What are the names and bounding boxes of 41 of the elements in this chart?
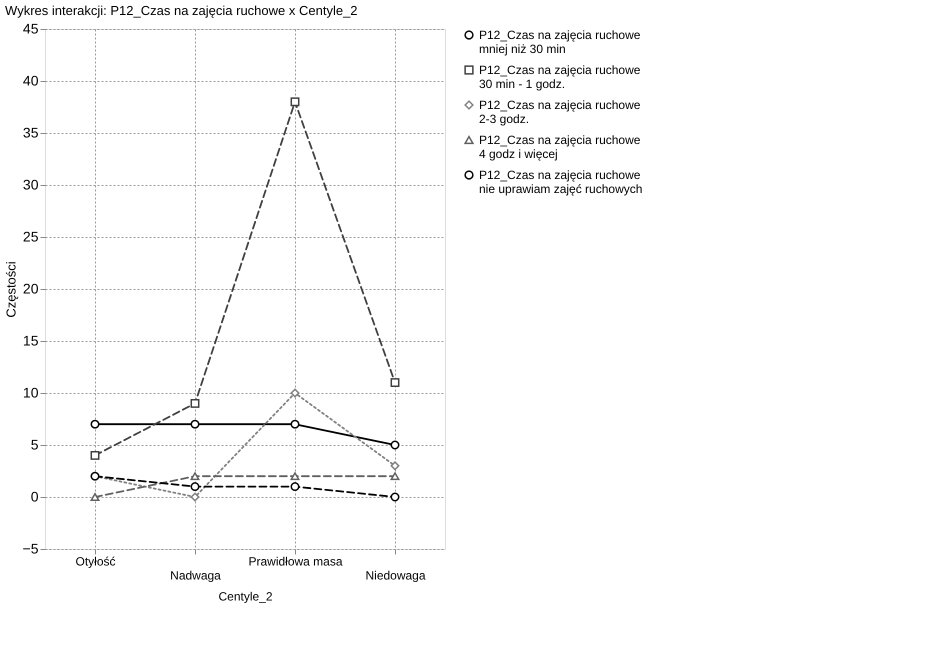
x-tick-label: Nadwaga [170, 568, 222, 582]
point [390, 461, 400, 470]
legend-label: P12_Czas na zajęcia ruchowe 4 godz i więcej [479, 133, 641, 161]
y-tick-label: 45 [22, 20, 39, 36]
y-axis-title: Częstości [4, 261, 19, 318]
point [390, 492, 400, 502]
point [190, 472, 200, 480]
legend-label: P12_Czas na zajęcia ruchowe nie uprawiam zajęć ruchowych [479, 168, 642, 196]
point [90, 493, 100, 501]
point [90, 420, 100, 429]
legend-label: P12_Czas na zajęcia ruchowe 30 min - 1 godz. [479, 63, 641, 91]
point [390, 440, 400, 450]
y-tick-label: 30 [22, 176, 39, 192]
point [390, 472, 400, 480]
y-tick-label: 35 [22, 124, 39, 140]
legend-label: P12_Czas na zajęcia ruchowe mniej niż 30 min [479, 28, 641, 56]
chart-title: Wykres interakcji: P12_Czas na zajęcia ruchowe x Centyle_2 [5, 3, 358, 18]
y-tick-label: 20 [22, 280, 39, 296]
y-tick-label: 25 [22, 228, 39, 244]
point [190, 398, 200, 408]
y-tick-label: −5 [22, 540, 39, 556]
x-tick-label: Niedowaga [365, 568, 426, 582]
point [290, 97, 300, 106]
point [290, 420, 300, 429]
point [190, 482, 200, 492]
point [290, 472, 300, 480]
y-tick-label: 40 [22, 72, 39, 88]
point [290, 388, 300, 398]
y-tick-label: 0 [30, 488, 39, 504]
point [90, 450, 100, 460]
y-tick-label: 5 [30, 436, 39, 452]
point [190, 420, 200, 429]
legend-label: P12_Czas na zajęcia ruchowe 2-3 godz. [479, 98, 641, 126]
point [290, 482, 300, 492]
x-tick-label: Otyłość [75, 554, 116, 568]
point [190, 492, 200, 502]
y-tick-label: 15 [22, 332, 39, 348]
x-axis-title: Centyle_2 [218, 590, 273, 604]
point [390, 378, 400, 388]
x-tick-label: Prawidłowa masa [248, 554, 343, 568]
y-tick-label: 10 [22, 384, 39, 400]
